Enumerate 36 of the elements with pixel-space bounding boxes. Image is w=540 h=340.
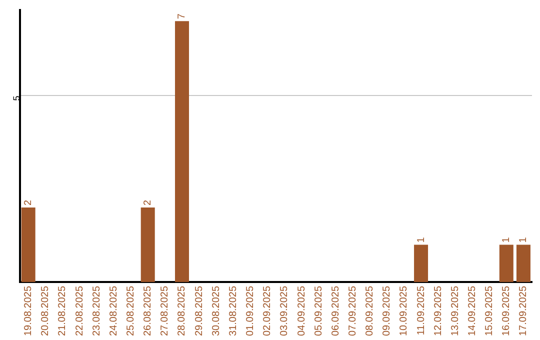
x-tick-label: 06.09.2025: [330, 286, 342, 336]
x-tick-label: 16.09.2025: [501, 286, 512, 336]
x-tick-label: 21.08.2025: [57, 286, 68, 336]
x-tick-label: 03.09.2025: [279, 286, 290, 336]
x-tick-label: 09.09.2025: [382, 286, 393, 336]
x-tick-label: 31.08.2025: [228, 286, 239, 336]
x-tick-label: 23.08.2025: [91, 286, 102, 336]
x-tick-label: 12.09.2025: [432, 286, 444, 336]
data-label: 7: [176, 13, 188, 20]
x-tick-label: 19.08.2025: [23, 286, 34, 336]
data-label: 2: [23, 199, 34, 206]
x-tick-label: 02.09.2025: [262, 286, 274, 336]
x-tick-label: 29.08.2025: [194, 286, 205, 336]
x-tick-label: 01.09.2025: [245, 286, 256, 336]
data-label: 1: [518, 236, 530, 243]
data-label: 1: [501, 236, 512, 243]
x-tick-label: 15.09.2025: [484, 286, 496, 336]
x-tick-label: 30.08.2025: [210, 286, 222, 336]
x-tick-label: 05.09.2025: [313, 286, 324, 336]
x-tick-label: 14.09.2025: [466, 286, 478, 336]
x-tick-label: 22.08.2025: [74, 286, 86, 336]
x-tick-label: 26.08.2025: [142, 286, 154, 336]
data-label: 1: [416, 236, 427, 243]
x-tick-label: 04.09.2025: [296, 286, 308, 336]
x-tick-label: 24.08.2025: [108, 286, 120, 336]
x-tick-label: 28.08.2025: [176, 286, 188, 336]
x-tick-label: 20.08.2025: [40, 286, 52, 336]
x-tick-label: 13.09.2025: [450, 286, 461, 336]
x-tick-label: 10.09.2025: [398, 286, 410, 336]
data-label: 2: [142, 199, 154, 206]
x-tick-label: 08.09.2025: [364, 286, 376, 336]
x-tick-label: 11.09.2025: [416, 286, 427, 336]
x-tick-label: 07.09.2025: [347, 286, 358, 336]
x-tick-label: 17.09.2025: [518, 286, 530, 336]
x-tick-label: 27.08.2025: [160, 286, 171, 336]
x-tick-label: 25.08.2025: [126, 286, 137, 336]
